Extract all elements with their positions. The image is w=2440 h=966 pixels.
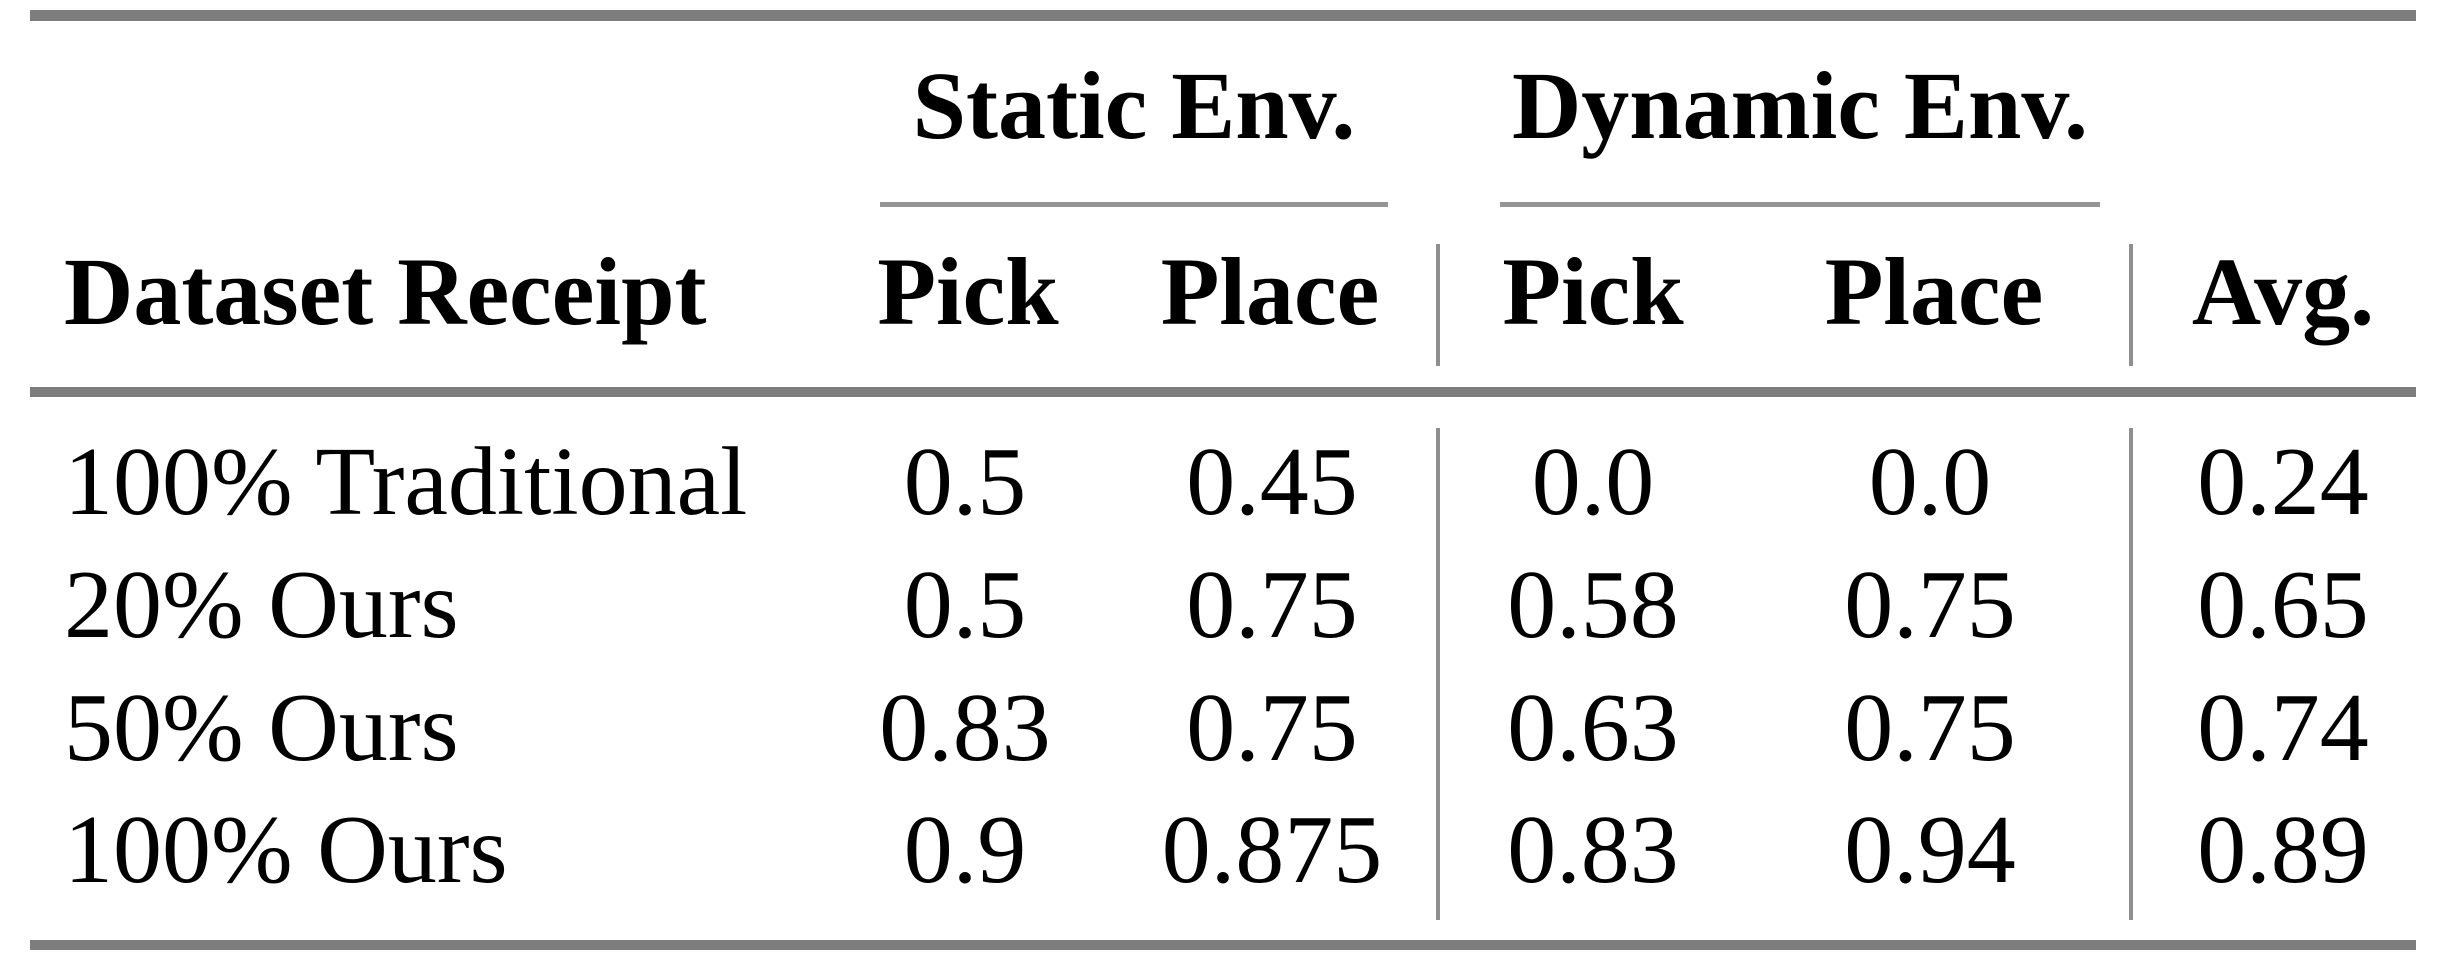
vertical-divider-1-header — [1436, 244, 1440, 366]
dynamic-env-spanner-rule — [1500, 202, 2100, 207]
header-dataset-receipt: Dataset Receipt — [64, 238, 707, 345]
header-dynamic-place: Place — [1824, 238, 2044, 345]
table-cell: 0.0 — [1868, 428, 1992, 536]
table-cell: 0.5 — [903, 428, 1027, 536]
row-label: 50% Ours — [64, 674, 459, 782]
header-static-place: Place — [1160, 238, 1380, 345]
vertical-divider-1-body — [1436, 428, 1440, 920]
table-cell: 0.74 — [2197, 674, 2369, 782]
row-label: 20% Ours — [64, 551, 459, 659]
vertical-divider-2-body — [2129, 428, 2133, 920]
row-label: 100% Traditional — [64, 428, 748, 536]
table-top-rule — [30, 10, 2416, 21]
vertical-divider-2-header — [2129, 244, 2133, 366]
column-group-dynamic-env: Dynamic Env. — [1511, 52, 2089, 159]
table-cell: 0.58 — [1507, 551, 1679, 659]
table-cell: 0.75 — [1844, 674, 2016, 782]
table-cell: 0.875 — [1161, 796, 1383, 904]
table-cell: 0.89 — [2197, 796, 2369, 904]
table-cell: 0.75 — [1186, 674, 1358, 782]
table-cell: 0.9 — [903, 796, 1027, 904]
table-cell: 0.24 — [2197, 428, 2369, 536]
table-cell: 0.83 — [1507, 796, 1679, 904]
table-cell: 0.83 — [879, 674, 1051, 782]
header-static-pick: Pick — [877, 238, 1059, 345]
table-header-rule — [30, 387, 2416, 397]
table-cell: 0.0 — [1531, 428, 1655, 536]
table-cell: 0.75 — [1186, 551, 1358, 659]
table-cell: 0.63 — [1507, 674, 1679, 782]
table-cell: 0.65 — [2197, 551, 2369, 659]
table-cell: 0.75 — [1844, 551, 2016, 659]
table-cell: 0.5 — [903, 551, 1027, 659]
table-cell: 0.45 — [1186, 428, 1358, 536]
header-avg: Avg. — [2191, 238, 2375, 345]
static-env-spanner-rule — [880, 202, 1388, 207]
column-group-static-env: Static Env. — [912, 52, 1356, 159]
table-cell: 0.94 — [1844, 796, 2016, 904]
header-dynamic-pick: Pick — [1502, 238, 1684, 345]
row-label: 100% Ours — [64, 796, 508, 904]
table-bottom-rule — [30, 940, 2416, 950]
